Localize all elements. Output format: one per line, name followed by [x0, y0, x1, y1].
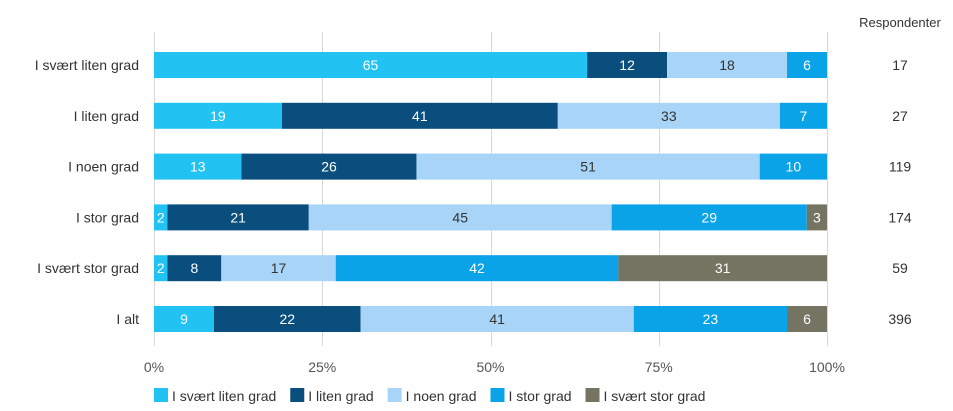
category-label: I svært stor grad	[37, 260, 139, 276]
bar-segment	[154, 102, 282, 129]
bar-segment	[154, 255, 168, 282]
legend-label: I liten grad	[308, 388, 373, 404]
legend-swatch	[585, 388, 600, 402]
data-label: 2	[157, 209, 165, 225]
legend-swatch	[387, 388, 402, 402]
x-tick-label: 0%	[144, 359, 164, 375]
bars: 65 12 18 6 19 41 33 7 13 26 51 10 2 21 45 29 3 2 8 17 42 31 9 2…	[154, 52, 827, 332]
gridlines	[154, 32, 828, 346]
data-label: 6	[803, 57, 811, 73]
data-label: 51	[580, 159, 596, 175]
data-label: 22	[279, 311, 295, 327]
data-label: 12	[619, 57, 635, 73]
respondent-count: 119	[889, 159, 912, 175]
bar-segment	[308, 204, 612, 231]
bar-segment	[787, 306, 827, 332]
respondent-header: Respondenter	[859, 15, 941, 30]
bar-segment	[611, 204, 807, 231]
data-label: 45	[452, 209, 468, 225]
bar-segment	[213, 306, 361, 332]
legend-label: I noen grad	[406, 388, 477, 404]
x-tick-label: 50%	[476, 359, 504, 375]
respondent-count: 59	[892, 260, 908, 276]
x-tick-label: 100%	[809, 359, 845, 375]
bar-segment	[154, 306, 214, 332]
bar-segment	[759, 153, 827, 180]
data-label: 41	[412, 108, 428, 124]
data-label: 17	[271, 260, 287, 276]
legend-label: I svært stor grad	[604, 388, 706, 404]
data-label: 13	[190, 159, 206, 175]
bar-segment	[806, 204, 827, 231]
legend-label: I stor grad	[508, 388, 571, 404]
data-label: 41	[489, 311, 505, 327]
respondent-count: 27	[892, 108, 908, 124]
bar-segment	[557, 102, 780, 129]
data-label: 65	[363, 57, 379, 73]
legend: I svært liten grad I liten grad I noen gra…	[154, 388, 705, 404]
bar-segment	[787, 52, 827, 78]
respondent-count: 17	[892, 57, 908, 73]
category-labels: I svært liten grad I liten grad I noen gra…	[35, 57, 139, 327]
legend-swatch	[290, 388, 305, 402]
respondent-column: 17 27 119 174 59 396 Respondenter	[859, 15, 941, 327]
bar-segment	[221, 255, 336, 282]
category-label: I alt	[116, 311, 139, 327]
respondent-count: 396	[888, 311, 912, 327]
category-label: I stor grad	[76, 209, 139, 225]
data-label: 29	[701, 209, 717, 225]
data-label: 6	[803, 311, 811, 327]
data-label: 42	[469, 260, 485, 276]
legend-swatch	[490, 388, 505, 402]
bar-segment	[281, 102, 558, 129]
bar-segment	[335, 255, 619, 282]
bar-segment	[779, 102, 827, 129]
bar-segment	[587, 52, 668, 78]
category-label: I liten grad	[74, 108, 139, 124]
legend-label: I svært liten grad	[172, 388, 276, 404]
x-tick-label: 75%	[645, 359, 673, 375]
category-label: I svært liten grad	[35, 57, 139, 73]
data-label: 8	[190, 260, 198, 276]
data-label: 10	[786, 159, 802, 175]
bar-segment	[241, 153, 417, 180]
bar-segment	[667, 52, 788, 78]
bar-segment	[618, 255, 827, 282]
legend-swatch	[154, 388, 168, 402]
data-label: 26	[321, 159, 337, 175]
bar-segment	[360, 306, 634, 332]
respondent-count: 174	[888, 209, 912, 225]
bar-segment	[167, 204, 309, 231]
data-label: 9	[180, 311, 188, 327]
data-label: 3	[813, 209, 821, 225]
data-label: 23	[703, 311, 719, 327]
x-tick-label: 25%	[308, 359, 336, 375]
bar-segment	[154, 52, 588, 78]
data-label: 18	[719, 57, 735, 73]
data-label: 21	[230, 209, 246, 225]
bar-segment	[633, 306, 788, 332]
bar-segment	[167, 255, 222, 282]
bar-segment	[154, 204, 168, 231]
x-tick-labels: 0% 25% 50% 75% 100%	[144, 359, 845, 375]
data-label: 2	[157, 260, 165, 276]
category-label: I noen grad	[68, 159, 139, 175]
data-label: 33	[661, 108, 677, 124]
data-label: 19	[210, 108, 226, 124]
data-label: 31	[715, 260, 731, 276]
data-label: 7	[800, 108, 808, 124]
bar-segment	[154, 153, 242, 180]
bar-segment	[416, 153, 760, 180]
